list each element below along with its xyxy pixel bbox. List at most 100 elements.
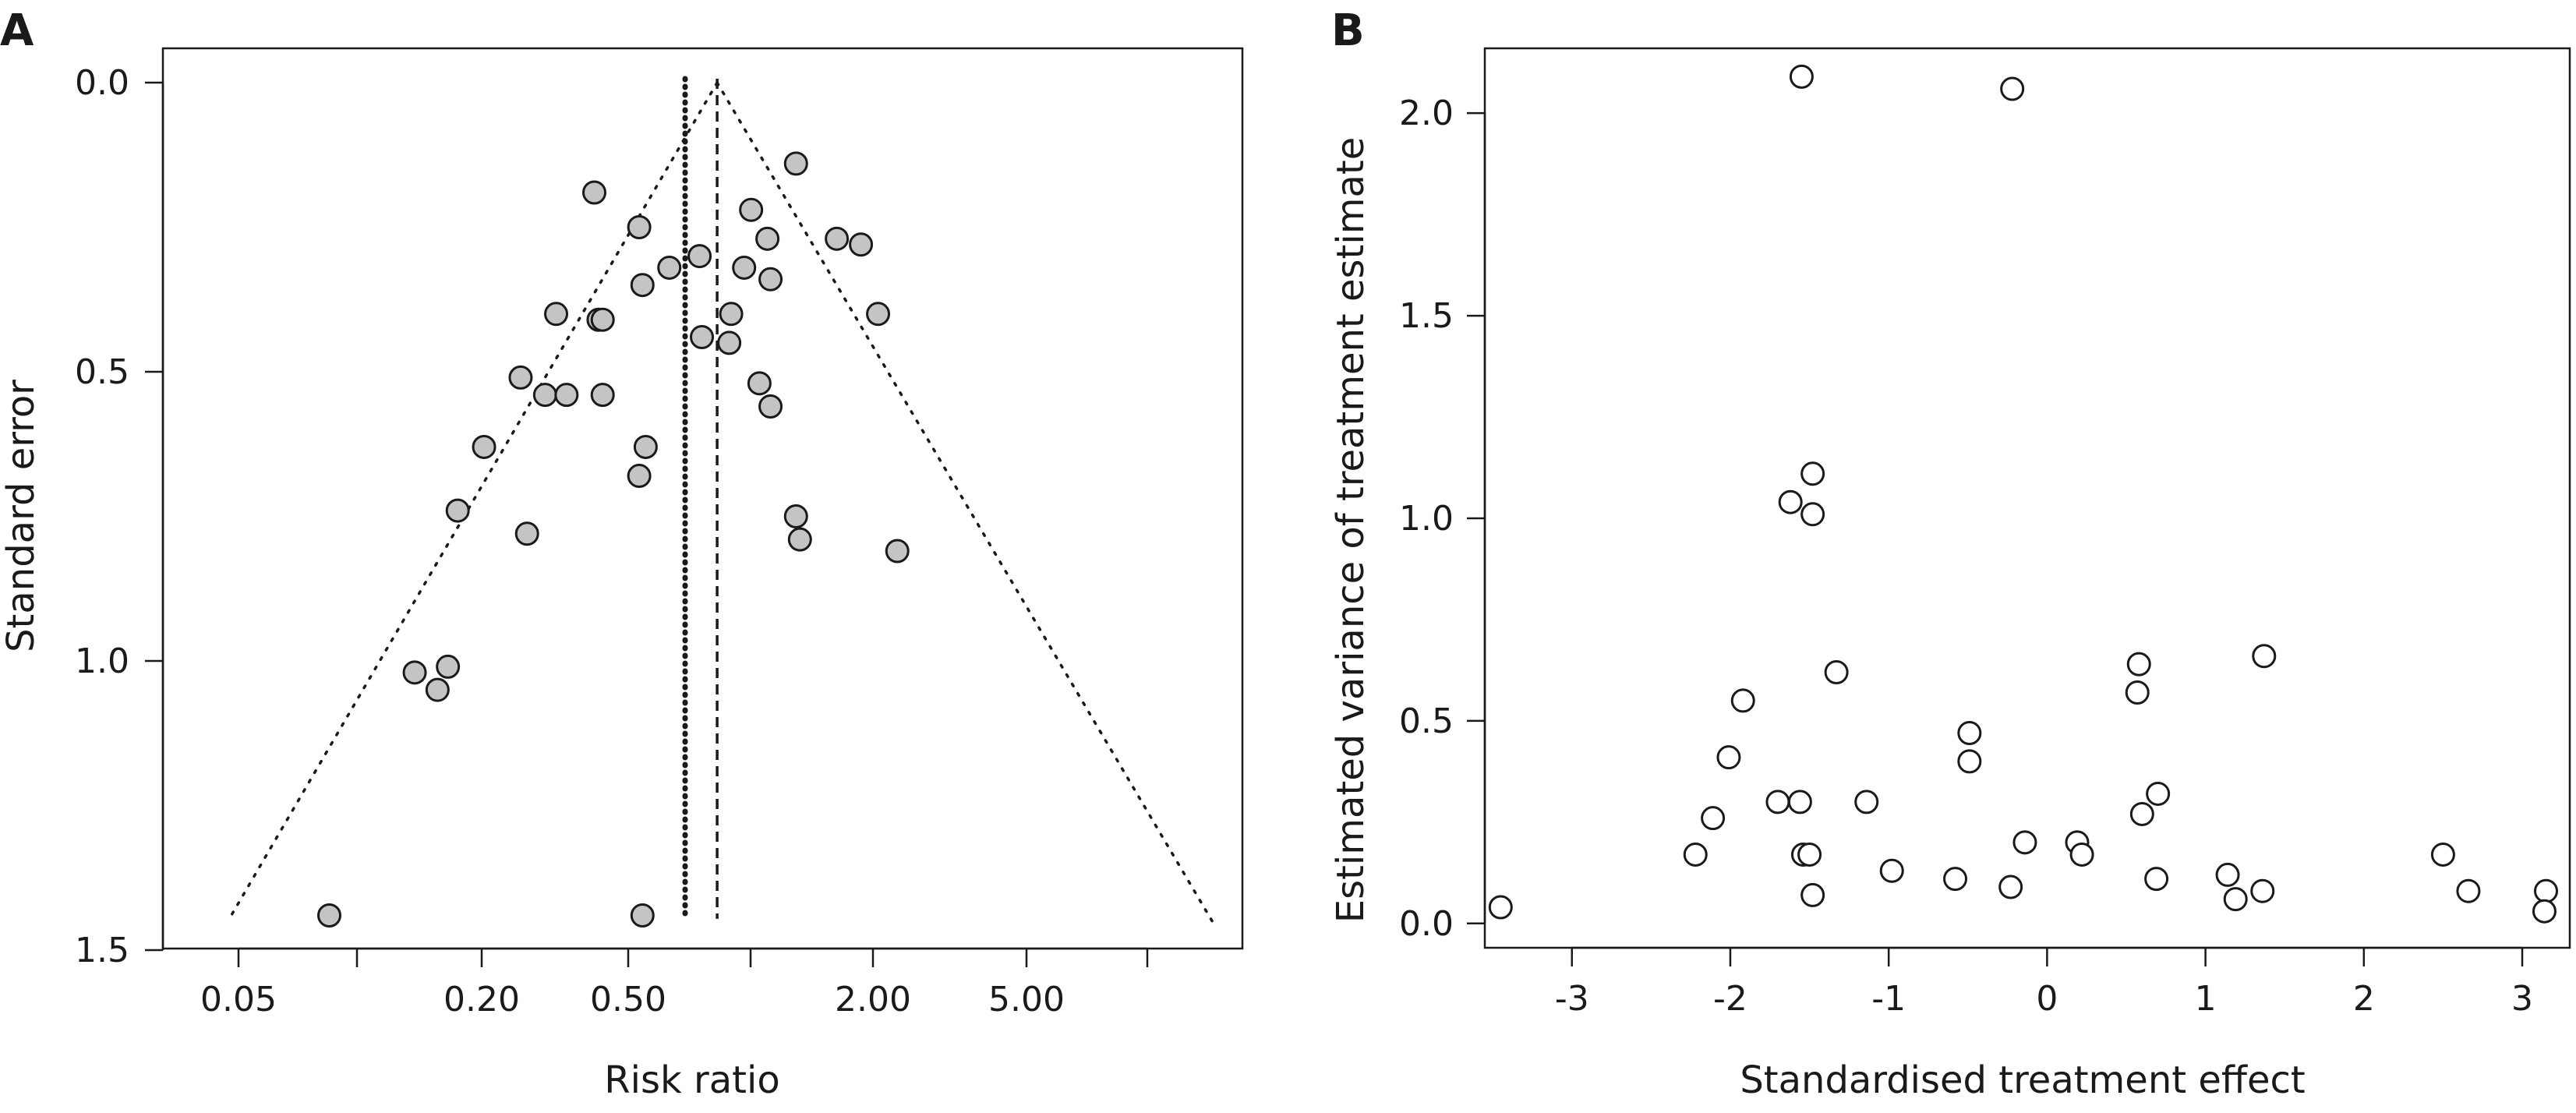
- study-point: [787, 527, 812, 552]
- study-point: [1800, 502, 1825, 527]
- plot-frame-b: [1483, 47, 2571, 949]
- study-point: [1778, 489, 1803, 514]
- study-point: [627, 215, 652, 239]
- data-points-b: [1488, 64, 2559, 924]
- study-point: [1701, 806, 1726, 831]
- study-point: [732, 255, 757, 280]
- panel-label-a: A: [0, 5, 34, 56]
- y-tick-label-b: 0.0: [1399, 904, 1454, 944]
- study-point: [1765, 790, 1790, 814]
- study-point: [1789, 64, 1814, 89]
- study-point: [1998, 874, 2023, 899]
- x-tick-label-b: 3: [2511, 979, 2533, 1019]
- y-tick-label-a-3: 1.5: [75, 931, 129, 970]
- study-point: [590, 383, 615, 408]
- study-point: [758, 394, 783, 419]
- study-point: [2456, 878, 2481, 903]
- study-point: [657, 255, 682, 280]
- study-point: [2534, 878, 2559, 903]
- study-point: [747, 371, 772, 396]
- study-point: [1957, 720, 1982, 745]
- study-point: [2532, 899, 2557, 924]
- study-point: [783, 504, 808, 528]
- study-point: [2012, 830, 2037, 855]
- study-point: [825, 226, 850, 251]
- study-point: [783, 151, 808, 176]
- study-point: [1797, 842, 1822, 867]
- study-point: [1800, 882, 1825, 907]
- study-point: [1488, 895, 1513, 920]
- study-point: [1800, 461, 1825, 486]
- study-point: [590, 307, 615, 332]
- study-point: [627, 464, 652, 489]
- study-point: [402, 660, 427, 685]
- y-tick-label-a-1: 0.5: [75, 352, 129, 392]
- x-tick-label-a-1: 0.20: [443, 980, 520, 1019]
- study-point: [1943, 867, 1968, 892]
- x-axis-b: -3 -2 -1 0 1 2 3: [1555, 946, 2533, 1019]
- x-tick-label-b: 0: [2036, 979, 2058, 1019]
- funnel-boundary-left: [226, 81, 719, 923]
- x-tick-label-b: -1: [1871, 979, 1906, 1019]
- x-axis-title-a: Risk ratio: [604, 1058, 779, 1102]
- x-tick-label-b: -2: [1713, 979, 1747, 1019]
- panel-label-b: B: [1331, 5, 1365, 56]
- study-point: [425, 677, 450, 702]
- x-tick-label-a-2: 0.50: [590, 980, 666, 1019]
- study-point: [1730, 688, 1755, 713]
- study-point: [1824, 660, 1849, 685]
- study-point: [2000, 76, 2025, 101]
- study-point: [1957, 749, 1982, 774]
- study-point: [2126, 652, 2151, 677]
- x-tick-label-b: 2: [2353, 979, 2375, 1019]
- study-point: [582, 180, 607, 205]
- x-axis-ticks-a: 0.05 0.20 0.50 2.00 5.00: [200, 949, 1149, 1019]
- y-tick-label-b: 1.0: [1399, 499, 1454, 539]
- y-axis-b: 0.0 0.5 1.0 1.5 2.0: [1399, 94, 1486, 944]
- x-tick-label-a-4: 5.00: [988, 980, 1065, 1019]
- funnel-boundary-right: [716, 81, 1214, 923]
- study-point: [445, 498, 470, 523]
- y-tick-label-b: 0.5: [1399, 701, 1454, 741]
- study-point: [758, 267, 783, 292]
- study-point: [2215, 862, 2240, 887]
- study-point: [2250, 878, 2275, 903]
- study-point: [690, 324, 715, 349]
- study-point: [2146, 781, 2171, 806]
- x-tick-label-a-0: 0.05: [200, 980, 277, 1019]
- study-point: [554, 383, 579, 408]
- data-points-a: [316, 151, 910, 928]
- reference-lines-a: [226, 76, 1214, 923]
- study-point: [630, 903, 655, 928]
- y-tick-label-b: 2.0: [1399, 94, 1454, 133]
- study-point: [630, 273, 655, 298]
- study-point: [2125, 680, 2150, 705]
- study-point: [2430, 842, 2455, 867]
- study-point: [1787, 790, 1812, 814]
- study-point: [719, 302, 744, 327]
- y-axis-ticks-a: 0.0 0.5 1.0 1.5: [75, 63, 163, 970]
- galbraith-plot-panel-b: B 0.0 0.5 1.0 1.5 2.0 -3 -2 -1 0 1 2 3 Standardise…: [1329, 5, 2571, 1102]
- x-tick-label-b: 1: [2195, 979, 2217, 1019]
- study-point: [532, 383, 557, 408]
- study-point: [1716, 745, 1741, 770]
- study-point: [316, 903, 341, 928]
- study-point: [436, 654, 461, 679]
- study-point: [508, 365, 533, 390]
- x-axis-title-b: Standardised treatment effect: [1740, 1058, 2305, 1102]
- study-point: [2223, 887, 2248, 912]
- y-axis-title-a: Standard error: [0, 380, 43, 652]
- x-tick-label-b: -3: [1555, 979, 1589, 1019]
- study-point: [885, 539, 910, 564]
- y-axis-title-b: Estimated variance of treatment estimate: [1329, 137, 1373, 923]
- y-tick-label-a-2: 1.0: [75, 641, 129, 681]
- study-point: [633, 434, 658, 459]
- funnel-plot-panel-a: A 0.0 0.5 1.0 1.5 0.05 0.20 0.5: [0, 5, 1244, 1102]
- study-point: [1854, 790, 1879, 814]
- study-point: [2144, 867, 2169, 892]
- study-point: [544, 302, 569, 327]
- study-point: [1683, 842, 1708, 867]
- x-tick-label-a-3: 2.00: [835, 980, 911, 1019]
